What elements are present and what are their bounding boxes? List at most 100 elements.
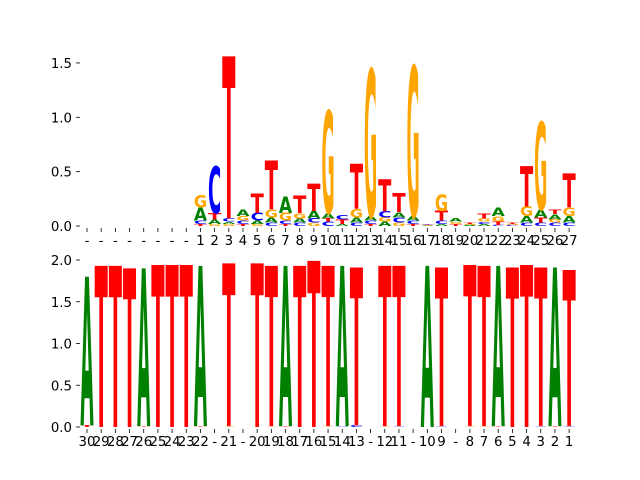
x-tick-label: 3	[537, 435, 545, 450]
letter-T: T	[109, 223, 122, 480]
letter-T: T	[534, 216, 547, 225]
logo-stack: T	[180, 223, 193, 480]
logo-stack: TA	[80, 238, 94, 475]
letter-A: A	[279, 193, 293, 219]
letter-T: T	[421, 224, 435, 225]
letter-G: G	[251, 223, 264, 227]
letter-C: C	[407, 220, 420, 225]
x-tick-label: -	[127, 234, 132, 249]
letter-A: A	[492, 206, 506, 220]
x-tick-label: 17	[291, 435, 308, 450]
letter-T: T	[492, 221, 506, 226]
letter-T: T	[350, 225, 363, 477]
letter-T: T	[321, 218, 335, 223]
letter-T: T	[548, 209, 562, 216]
letter-C: C	[236, 220, 249, 225]
letter-A: A	[222, 221, 236, 224]
letter-C: C	[350, 425, 363, 428]
letter-C: C	[435, 220, 448, 225]
letter-C: C	[336, 215, 349, 222]
logo-stack: T	[520, 223, 533, 480]
letter-A: A	[407, 215, 420, 222]
letter-T: T	[435, 208, 449, 223]
letter-G: G	[463, 426, 476, 427]
letter-T: T	[477, 212, 490, 221]
logo-stack: TA	[279, 222, 293, 479]
letter-C: C	[392, 426, 405, 427]
logo-stack: T	[123, 227, 136, 479]
letter-T: T	[279, 223, 293, 226]
letter-C: C	[222, 218, 235, 223]
logo-stack: T	[151, 223, 164, 480]
x-tick-label: -	[411, 435, 416, 450]
x-tick-label: 21	[220, 435, 237, 450]
letter-A: A	[80, 238, 93, 475]
letter-G: G	[194, 192, 207, 211]
letter-T: T	[435, 226, 448, 478]
x-tick-label: 2	[210, 234, 218, 249]
letter-C: C	[563, 426, 576, 427]
x-tick-label: 6	[494, 435, 502, 450]
x-tick-label: 8	[295, 234, 303, 249]
letter-T: T	[307, 217, 320, 480]
x-tick-label: 1	[196, 234, 204, 249]
letter-G: G	[477, 426, 490, 427]
letter-T: T	[165, 223, 178, 480]
letter-C: C	[307, 218, 320, 225]
letter-A: A	[194, 222, 207, 479]
logo-stack: TGA	[449, 217, 463, 227]
letter-T: T	[293, 192, 306, 219]
x-tick-label: 29	[93, 435, 110, 450]
letter-T: T	[222, 14, 235, 272]
letter-G: G	[293, 211, 306, 220]
logo-stack: CT	[392, 222, 405, 478]
letter-G: G	[520, 204, 533, 219]
x-tick-label: 24	[164, 435, 181, 450]
x-tick-label: 1	[565, 435, 573, 450]
x-tick-label: 23	[178, 435, 195, 450]
x-tick-label: 27	[121, 435, 138, 450]
y-tick-label: 1.5	[51, 57, 72, 72]
letter-T: T	[265, 147, 278, 226]
letter-C: C	[548, 222, 561, 227]
letter-A: A	[378, 221, 391, 228]
logo-stack: CT	[350, 225, 363, 477]
x-tick-label: 22	[192, 435, 209, 450]
x-tick-label: 30	[79, 435, 96, 450]
letter-T: T	[463, 222, 476, 480]
logo-stack: TA	[548, 226, 562, 478]
x-tick-label: 19	[447, 234, 464, 249]
letter-A: A	[251, 220, 265, 225]
letter-C: C	[265, 222, 278, 227]
letter-G: G	[492, 215, 505, 224]
letter-T: T	[364, 223, 378, 226]
x-tick-label: -	[155, 234, 160, 249]
letter-C: C	[492, 225, 505, 227]
x-tick-label: 5	[508, 435, 516, 450]
letter-T: T	[123, 227, 136, 479]
x-tick-label: 10	[419, 435, 436, 450]
letter-C: C	[279, 220, 292, 225]
x-tick-label: 28	[107, 435, 124, 450]
letter-T: T	[293, 223, 306, 480]
letter-A: A	[364, 215, 377, 222]
letter-T: T	[137, 426, 151, 427]
letter-T: T	[477, 222, 490, 478]
bottom-logo-panel: 0.00.51.01.52.0TA T T T TA T T T TA GT T GT TA T T GT CA…	[51, 217, 576, 480]
letter-T: T	[378, 222, 391, 478]
letter-T: T	[151, 223, 164, 480]
logo-stack: GT	[463, 222, 476, 480]
letter-T: T	[80, 425, 94, 428]
x-tick-label: 10	[320, 234, 337, 249]
letter-C: C	[364, 220, 377, 225]
